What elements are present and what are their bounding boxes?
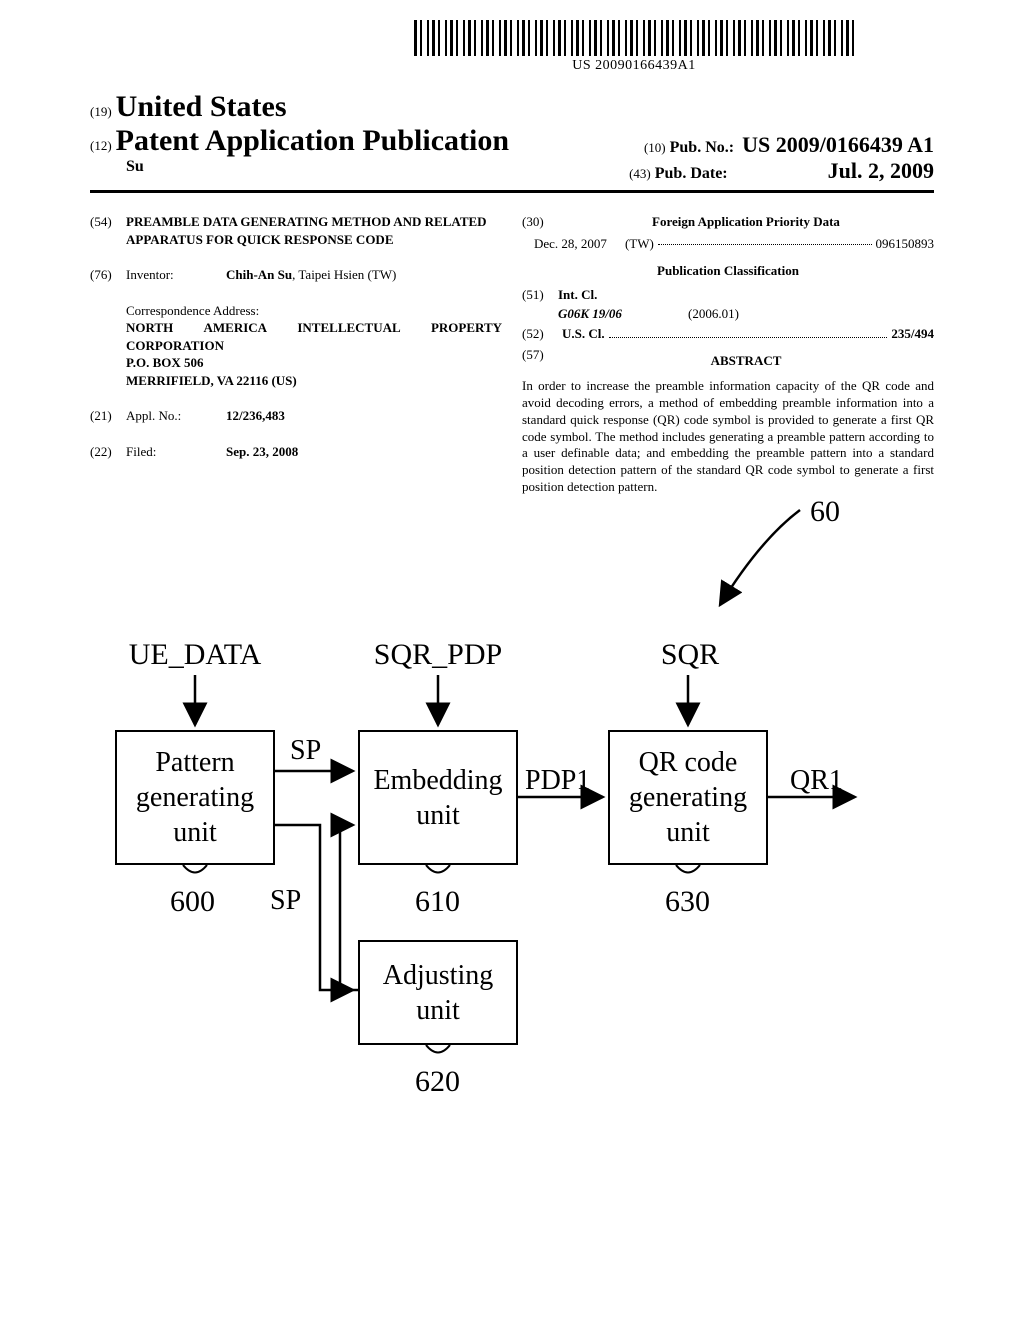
- signal-qr1: QR1: [790, 765, 843, 797]
- foreign-num: 096150893: [876, 235, 935, 253]
- pub-classification-heading: Publication Classification: [522, 262, 934, 280]
- pubdate-label: Pub. Date:: [655, 165, 728, 183]
- dotted-leader: [658, 235, 872, 245]
- intcl-version: (2006.01): [688, 305, 739, 323]
- corr-line-3: MERRIFIELD, VA 22116 (US): [126, 372, 502, 390]
- box-embedding-unit: Embedding unit: [358, 730, 518, 865]
- applno-value: 12/236,483: [226, 407, 502, 425]
- foreign-priority-heading: Foreign Application Priority Data: [558, 213, 934, 231]
- ref-610: 610: [415, 885, 460, 919]
- ref-620: 620: [415, 1065, 460, 1099]
- foreign-priority-row: Dec. 28, 2007 (TW) 096150893: [522, 235, 934, 253]
- inid-19: (19): [90, 104, 112, 120]
- signal-pdp1: PDP1: [525, 765, 590, 797]
- pubno-label: Pub. No.:: [670, 139, 734, 157]
- barcode-region: US 20090166439A1: [414, 20, 854, 74]
- inid-51: (51): [522, 286, 558, 304]
- abstract-heading: ABSTRACT: [558, 352, 934, 370]
- publication-kind: Patent Application Publication: [116, 124, 509, 158]
- barcode-graphic: [414, 20, 854, 56]
- barcode-text: US 20090166439A1: [414, 58, 854, 74]
- inid-22: (22): [90, 443, 126, 461]
- inid-52: (52): [522, 325, 558, 343]
- pubno-value: US 2009/0166439 A1: [742, 132, 934, 158]
- country-name: United States: [116, 90, 287, 124]
- box-pattern-generating-unit: Pattern generating unit: [115, 730, 275, 865]
- corr-line-2: P.O. BOX 506: [126, 354, 502, 372]
- invention-title: PREAMBLE DATA GENERATING METHOD AND RELA…: [126, 213, 502, 248]
- inid-30: (30): [522, 213, 558, 231]
- inid-21: (21): [90, 407, 126, 425]
- figure: 60 UE_DATA SQR_PDP SQR Pattern generatin…: [0, 490, 1024, 1190]
- ref-60: 60: [810, 495, 840, 529]
- filed-value: Sep. 23, 2008: [226, 443, 502, 461]
- inid-10: (10): [644, 140, 666, 156]
- inid-57: (57): [522, 346, 558, 376]
- header: (19) United States (12) Patent Applicati…: [90, 90, 934, 193]
- inid-43: (43): [629, 166, 651, 182]
- right-column: (30) Foreign Application Priority Data D…: [522, 213, 934, 496]
- author-surname: Su: [126, 158, 144, 184]
- inid-54: (54): [90, 213, 126, 248]
- filed-label: Filed:: [126, 443, 226, 461]
- correspondence-address: Correspondence Address: NORTH AMERICA IN…: [126, 302, 502, 390]
- foreign-date: Dec. 28, 2007: [534, 235, 607, 253]
- box-adjusting-unit: Adjusting unit: [358, 940, 518, 1045]
- uscl-value: 235/494: [891, 325, 934, 343]
- pubdate-value: Jul. 2, 2009: [828, 158, 934, 184]
- foreign-country: (TW): [625, 235, 654, 253]
- left-column: (54) PREAMBLE DATA GENERATING METHOD AND…: [90, 213, 502, 496]
- box-qr-code-generating-unit: QR code generating unit: [608, 730, 768, 865]
- inid-12: (12): [90, 138, 112, 154]
- signal-sp-bottom: SP: [270, 885, 301, 917]
- intcl-label: Int. Cl.: [558, 286, 934, 304]
- inid-76: (76): [90, 266, 126, 284]
- input-ue-data: UE_DATA: [125, 638, 265, 672]
- abstract-text: In order to increase the preamble inform…: [522, 378, 934, 496]
- intcl-class: G06K 19/06: [558, 305, 688, 323]
- applno-label: Appl. No.:: [126, 407, 226, 425]
- input-sqr: SQR: [640, 638, 740, 672]
- ref-600: 600: [170, 885, 215, 919]
- corr-line-1: NORTH AMERICA INTELLECTUAL PROPERTY CORP…: [126, 319, 502, 354]
- corr-heading: Correspondence Address:: [126, 302, 502, 320]
- inventor-value: Chih-An Su, Taipei Hsien (TW): [226, 266, 502, 284]
- dotted-leader-2: [609, 328, 888, 338]
- signal-sp-top: SP: [290, 735, 321, 767]
- inventor-label: Inventor:: [126, 266, 226, 284]
- uscl-label: U.S. Cl.: [562, 325, 605, 343]
- input-sqr-pdp: SQR_PDP: [368, 638, 508, 672]
- bibliographic-section: (54) PREAMBLE DATA GENERATING METHOD AND…: [90, 213, 934, 496]
- ref-630: 630: [665, 885, 710, 919]
